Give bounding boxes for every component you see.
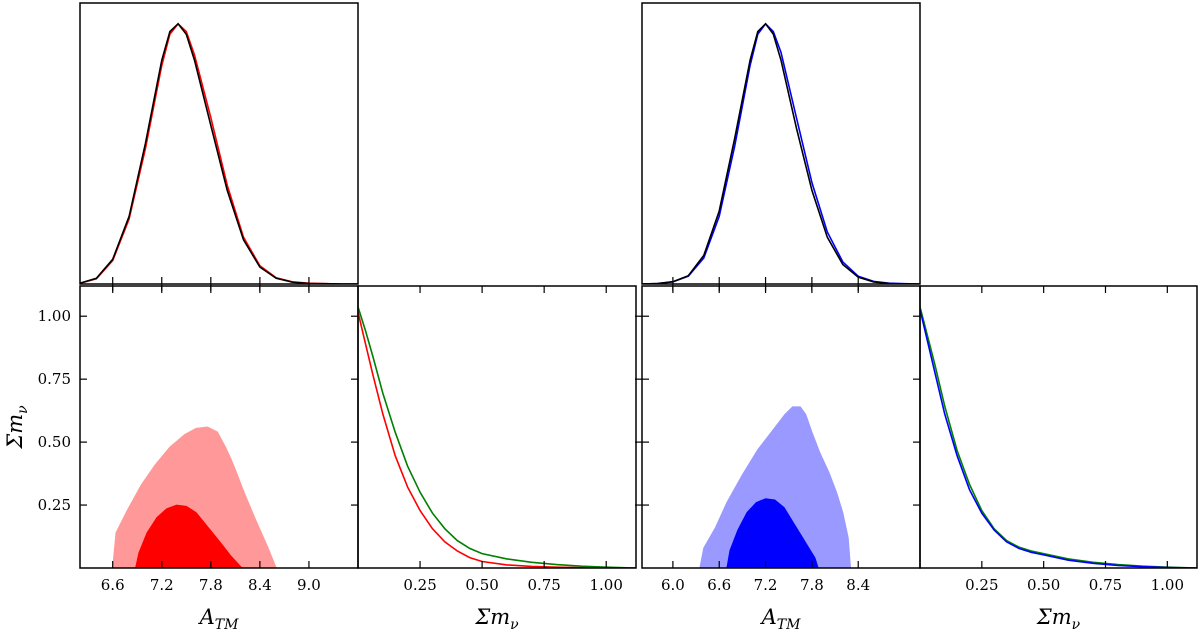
- x-axis-label: ATM: [760, 605, 802, 630]
- contour-95pct: [699, 406, 852, 568]
- panel-frame: [79, 2, 359, 285]
- panel-left-top: [79, 2, 359, 285]
- x-axis-label: Σmν: [1036, 605, 1081, 630]
- panel-frame: [641, 2, 921, 285]
- y-tick-label: 0.25: [38, 496, 71, 514]
- x-tick-label: 8.4: [846, 576, 870, 594]
- panel-right-right: 0.25 0.50 0.75 1.00 Σmν: [919, 285, 1198, 630]
- y-axis-label: Σmν: [3, 405, 31, 450]
- x-tick-label: 1.00: [1151, 576, 1184, 594]
- panel-right-bottom: 6.0 6.6 7.2 7.8 8.4 ATM: [641, 285, 921, 630]
- x-tick-label: 0.25: [965, 576, 998, 594]
- x-tick-label: 6.6: [707, 576, 731, 594]
- panel-right-bottom-yticks: [635, 315, 920, 506]
- series-line-0: [920, 306, 1197, 568]
- contour-68pct: [726, 498, 819, 568]
- x-tick-label: 0.25: [403, 576, 436, 594]
- x-tick-label: 6.0: [661, 576, 685, 594]
- x-axis-label: ATM: [198, 605, 240, 630]
- series-line-1: [642, 22, 920, 284]
- panel-right-top-ticks: [672, 277, 859, 291]
- x-tick-label: 9.0: [297, 576, 321, 594]
- y-tick-label: 0.75: [38, 370, 71, 388]
- contour-68pct: [135, 504, 243, 568]
- x-tick-label: 1.00: [590, 576, 623, 594]
- series-line-0: [80, 22, 358, 284]
- panel-right-top: [641, 2, 921, 285]
- y-tick-label: 1.00: [38, 307, 71, 325]
- x-tick-label: 0.50: [465, 576, 498, 594]
- panel-left-bottom: 6.6 7.2 7.8 8.4 9.0 0.25 0.50 0.75 1.00 ATM Σmν: [3, 285, 359, 630]
- panel-frame: [919, 285, 1198, 569]
- series-line-1: [358, 311, 636, 568]
- y-tick-label: 0.50: [38, 433, 71, 451]
- x-tick-label: 8.4: [248, 576, 272, 594]
- x-axis-label: Σmν: [474, 605, 519, 630]
- x-tick-label: 0.75: [1089, 576, 1122, 594]
- series-line-0: [358, 306, 636, 568]
- x-tick-label: 7.8: [800, 576, 824, 594]
- x-tick-label: 7.2: [754, 576, 778, 594]
- x-tick-label: 7.8: [199, 576, 223, 594]
- panel-left-right: 0.25 0.50 0.75 1.00 Σmν: [357, 285, 637, 630]
- panel-frame: [357, 285, 637, 569]
- x-tick-label: 7.2: [150, 576, 174, 594]
- panel-left-top-ticks: [112, 277, 310, 291]
- x-tick-label: 0.75: [527, 576, 560, 594]
- x-tick-label: 6.6: [101, 576, 125, 594]
- series-line-1: [920, 309, 1197, 568]
- x-tick-label: 0.50: [1027, 576, 1060, 594]
